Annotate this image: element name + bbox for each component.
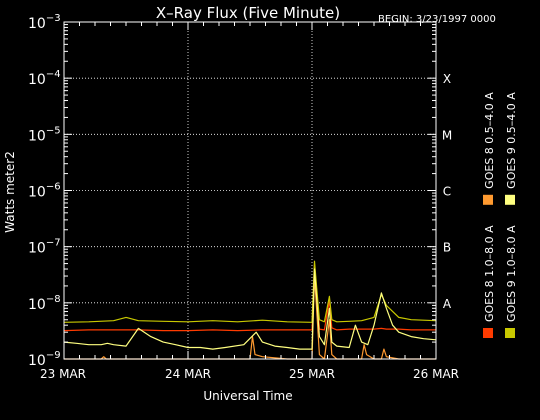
legend-column: GOES 8 1.0–8.0 A GOES 8 0.5–4.0 A <box>483 92 496 338</box>
flare-class-label: X <box>443 72 451 86</box>
begin-date-label: BEGIN: 3/23/1997 0000 <box>378 14 496 25</box>
y-tick-label: 10−8 <box>28 294 61 313</box>
legend-swatch <box>505 194 515 205</box>
flare-class-label: B <box>443 241 451 255</box>
axes-layer: 10−3 10−4 10−5 10−6 10−7 10−8 10−923 MAR 24 MAR… <box>28 13 459 381</box>
x-tick-label: 26 MAR <box>413 367 459 381</box>
y-tick-label: 10−7 <box>28 238 61 257</box>
chart-title: X–Ray Flux (Five Minute) <box>156 4 340 22</box>
legend-swatch <box>505 328 515 338</box>
y-tick-label: 10−4 <box>28 69 61 88</box>
y-tick-label: 10−3 <box>28 13 61 32</box>
flare-class-label: M <box>442 128 452 142</box>
series-line-3 <box>63 260 437 323</box>
legend-label: GOES 9 0.5–4.0 A <box>505 92 518 189</box>
y-axis-label: Watts meter2 <box>3 151 17 233</box>
grid-layer <box>64 22 436 359</box>
x-tick-label: 24 MAR <box>165 367 211 381</box>
y-tick-label: 10−5 <box>28 125 61 144</box>
legend-label: GOES 9 1.0–8.0 A <box>505 225 518 322</box>
series-line-2 <box>64 275 436 360</box>
series-line-4 <box>63 268 437 350</box>
series-layer <box>63 260 437 360</box>
y-tick-label: 10−6 <box>28 182 61 201</box>
legend-label: GOES 8 0.5–4.0 A <box>483 92 496 189</box>
y-tick-label: 10−9 <box>28 350 61 369</box>
x-tick-label: 25 MAR <box>289 367 335 381</box>
x-axis-label: Universal Time <box>203 389 292 403</box>
x-tick-label: 23 MAR <box>40 367 86 381</box>
flare-class-label: C <box>443 185 451 199</box>
legend: GOES 8 1.0–8.0 A GOES 8 0.5–4.0 A GOES 9 1… <box>483 92 518 338</box>
legend-column: GOES 9 1.0–8.0 A GOES 9 0.5–4.0 A <box>505 92 518 338</box>
legend-label: GOES 8 1.0–8.0 A <box>483 225 496 322</box>
legend-swatch <box>483 328 493 338</box>
legend-swatch <box>483 194 493 205</box>
flare-class-label: A <box>443 297 452 311</box>
